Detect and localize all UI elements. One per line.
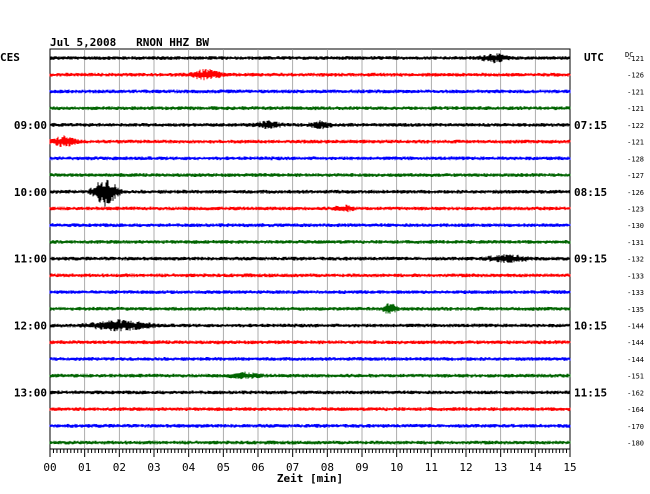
grid-lines [84,49,536,449]
trace-line [49,179,571,207]
x-tick-label: 11 [425,461,438,474]
trace-line [49,303,571,314]
dc-value: -162 [627,389,644,397]
trace-line [49,69,571,81]
x-tick-label: 05 [217,461,230,474]
trace-line [49,357,571,361]
x-tick-label: 02 [113,461,126,474]
dc-value: -121 [627,139,644,147]
dc-value: -144 [627,339,644,347]
dc-label: DC [625,51,633,59]
left-time-label: 13:00 [14,386,47,399]
local-time-label: CES [0,51,20,64]
trace-line [49,390,571,395]
trace-line [49,204,571,213]
dc-value: -131 [627,239,644,247]
trace-line [49,371,571,380]
dc-value: -133 [627,289,644,297]
trace-line [49,156,571,161]
x-tick-label: 00 [43,461,56,474]
right-time-label: 09:15 [574,253,607,266]
x-axis: 00 01 02 03 04 05 06 07 08 09 10 11 12 13 14 15 [43,449,577,474]
left-time-label: 11:00 [14,253,47,266]
trace-line [49,440,571,445]
dc-value: -144 [627,356,644,364]
x-tick-label: 07 [286,461,299,474]
trace-line [49,340,571,345]
right-time-label: 10:15 [574,320,607,333]
right-time-label: 08:15 [574,186,607,199]
x-tick-label: 13 [494,461,507,474]
x-tick-label: 15 [563,461,576,474]
trace-line [49,319,571,332]
trace-line [49,240,571,244]
x-tick-label: 01 [78,461,91,474]
dc-value: -127 [627,172,644,180]
x-tick-label: 06 [251,461,264,474]
x-tick-label: 04 [182,461,196,474]
trace-group [49,53,571,445]
dc-value: -130 [627,222,644,230]
dc-value: -133 [627,272,644,280]
x-tick-label: 03 [147,461,160,474]
trace-line [49,290,571,294]
trace-line [49,89,571,94]
row-labels: 09:00 10:00 11:00 12:00 13:00 07:15 08:15 09:15… [14,55,644,448]
trace-line [49,273,571,278]
dc-value: -121 [627,88,644,96]
dc-value: -126 [627,72,644,80]
trace-line [49,135,571,147]
dc-value: -144 [627,323,644,331]
dc-value: -135 [627,306,644,314]
dc-value: -180 [627,440,644,448]
utc-label: UTC [584,51,604,64]
left-time-label: 12:00 [14,320,47,333]
x-tick-label: 08 [321,461,334,474]
trace-line [49,106,571,111]
dc-value: -121 [627,55,644,63]
trace-line [49,223,571,228]
x-axis-label: Zeit [min] [277,472,343,485]
right-time-label: 07:15 [574,119,607,132]
dc-value: -121 [627,105,644,113]
trace-line [49,173,571,177]
trace-line [49,407,571,412]
dc-value: -128 [627,155,644,163]
x-tick-label: 09 [355,461,368,474]
x-tick-label: 14 [529,461,543,474]
x-tick-label: 10 [390,461,403,474]
left-time-label: 10:00 [14,186,47,199]
trace-line [49,53,571,64]
left-time-label: 09:00 [14,119,47,132]
dc-value: -126 [627,189,644,197]
dc-value: -122 [627,122,644,130]
dc-value: -123 [627,205,644,213]
right-time-label: 11:15 [574,386,607,399]
chart-title: Jul 5,2008 RNON HHZ BW [50,36,209,49]
dc-value: -132 [627,256,644,264]
trace-line [49,254,571,263]
x-tick-label: 12 [459,461,472,474]
trace-line [49,120,571,130]
dc-value: -151 [627,373,644,381]
dc-value: -170 [627,423,644,431]
dc-value: -164 [627,406,644,414]
trace-line [49,423,571,428]
